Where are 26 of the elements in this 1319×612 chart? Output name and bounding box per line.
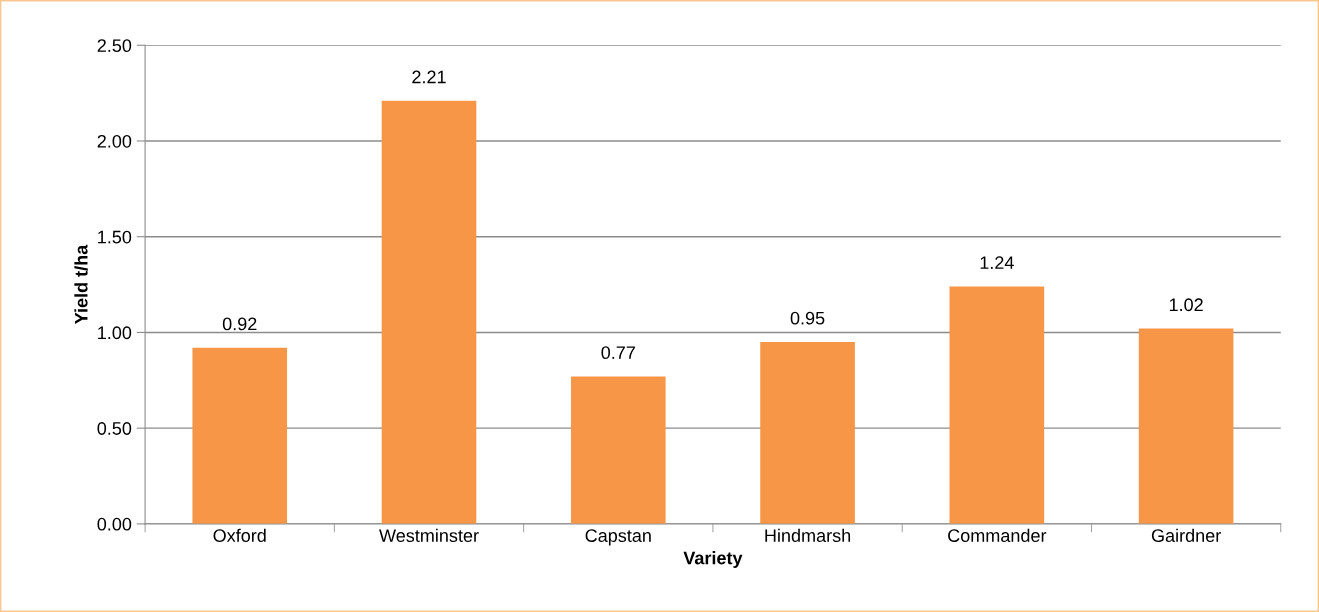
bar <box>192 347 288 524</box>
y-tick-label: 0.00 <box>97 517 132 531</box>
y-tick-label: 1.50 <box>98 230 132 244</box>
bar <box>760 342 855 524</box>
x-tick-label: Commander <box>948 528 1047 542</box>
bar <box>570 376 666 524</box>
x-axis-title: Variety <box>683 551 743 568</box>
x-tick-label: Oxford <box>213 528 266 542</box>
y-tick-label: 0.50 <box>97 422 132 435</box>
bar <box>381 100 477 524</box>
x-tick-label: Gairdner <box>1151 528 1221 542</box>
data-label: 0.77 <box>601 346 635 360</box>
y-tick-label: 2.00 <box>97 134 132 148</box>
x-tick-label: Capstan <box>585 529 651 546</box>
bar <box>1138 328 1234 524</box>
data-label: 2.21 <box>412 70 446 84</box>
data-label: 0.95 <box>790 311 825 325</box>
x-tick-label: Westminster <box>379 528 479 542</box>
x-tick-label: Hindmarsh <box>765 528 851 542</box>
bar <box>949 286 1045 524</box>
data-label: 1.24 <box>980 256 1014 269</box>
y-tick-label: 2.50 <box>97 39 132 53</box>
data-label: 0.92 <box>222 317 257 331</box>
data-label: 1.02 <box>1169 298 1203 312</box>
y-axis-title: Yield t/ha <box>74 244 88 325</box>
y-tick-label: 1.00 <box>98 326 132 340</box>
